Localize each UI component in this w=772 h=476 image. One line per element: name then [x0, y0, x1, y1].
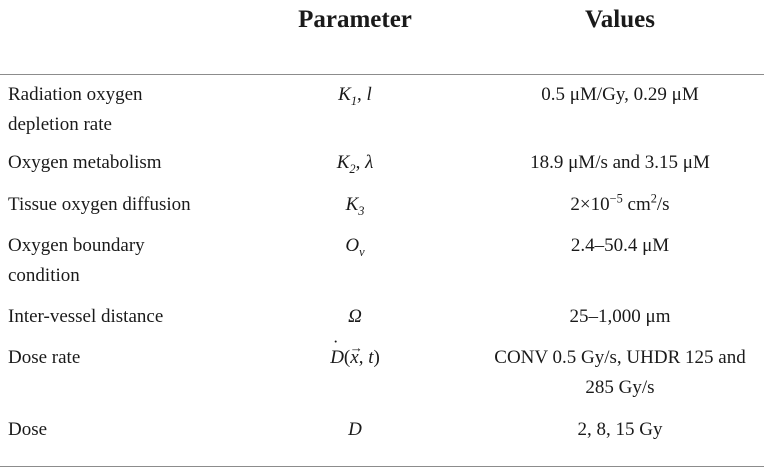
header-divider-rule [0, 74, 764, 75]
row-name: Dose [8, 419, 48, 440]
row-name: Radiation oxygen depletion rate [8, 84, 143, 135]
header-values: Values [585, 6, 655, 33]
row-name: Inter-vessel distance [8, 306, 164, 327]
row-name: Oxygen metabolism [8, 152, 162, 173]
row-name: Tissue oxygen diffusion [8, 194, 191, 215]
row-parameter: D(x, t) [230, 333, 480, 373]
row-parameter: K2, λ [336, 152, 374, 176]
row-name: Oxygen boundary condition [8, 235, 145, 286]
table-header-row: Parameter Values [0, 0, 772, 74]
row-value: 2×10−5 cm2/s [570, 191, 670, 215]
row-parameter: Ω [348, 306, 362, 327]
row-value: 25–1,000 μm [569, 306, 671, 327]
row-parameter: Oν [345, 235, 365, 259]
row-name: Dose rate [8, 347, 81, 368]
header-parameter: Parameter [298, 6, 412, 33]
row-parameter: K3 [345, 194, 365, 218]
row-parameter: D [348, 419, 362, 440]
row-value: CONV 0.5 Gy/s, UHDR 125 and 285 Gy/s [494, 347, 746, 398]
row-value: 18.9 μM/s and 3.15 μM [530, 152, 710, 173]
row-parameter: K1, l [338, 84, 372, 108]
row-value: 0.5 μM/Gy, 0.29 μM [541, 84, 699, 105]
table-bottom-rule [0, 466, 764, 467]
row-value: 2, 8, 15 Gy [577, 419, 663, 440]
row-value: 2.4–50.4 μM [570, 235, 670, 256]
